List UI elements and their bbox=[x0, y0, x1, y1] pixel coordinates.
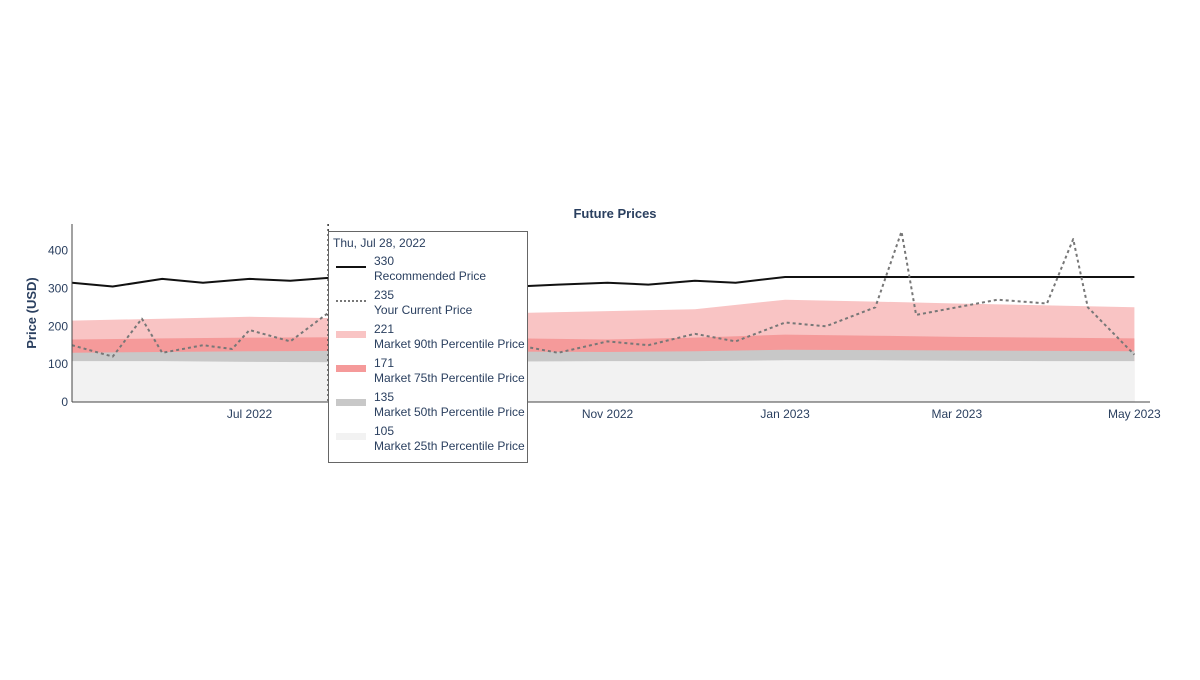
tooltip-series-name: Market 50th Percentile Price bbox=[374, 405, 525, 419]
x-tick-label: Nov 2022 bbox=[582, 407, 634, 421]
current-price-line bbox=[71, 230, 1136, 358]
tooltip-value: 221 bbox=[374, 322, 395, 336]
legend-swatch-p50 bbox=[336, 399, 366, 406]
tooltip-series-name: Market 25th Percentile Price bbox=[374, 439, 525, 453]
recommended-price-line bbox=[71, 276, 1135, 288]
tooltip-row-current: 235 Your Current Price bbox=[333, 288, 523, 322]
tooltip-value: 105 bbox=[374, 424, 395, 438]
band-4 bbox=[72, 360, 1135, 402]
legend-swatch-current bbox=[336, 300, 366, 302]
tooltip-value: 235 bbox=[374, 288, 395, 302]
y-tick-label: 100 bbox=[48, 357, 68, 371]
tooltip-row-recommended: 330 Recommended Price bbox=[333, 254, 523, 288]
chart-title: Future Prices bbox=[573, 206, 656, 221]
tooltip-row-p50: 135 Market 50th Percentile Price bbox=[333, 390, 525, 424]
y-tick-label: 0 bbox=[61, 395, 68, 409]
legend-swatch-p25 bbox=[336, 433, 366, 440]
tooltip-series-name: Your Current Price bbox=[374, 303, 473, 317]
legend-swatch-recommended bbox=[336, 266, 366, 268]
y-axis-title: Price (USD) bbox=[24, 277, 39, 349]
y-tick-label: 300 bbox=[48, 281, 68, 295]
tooltip-row-p90: 221 Market 90th Percentile Price bbox=[333, 322, 525, 356]
x-tick-label: Jul 2022 bbox=[227, 407, 273, 421]
x-tick-label: Mar 2023 bbox=[931, 407, 982, 421]
legend-swatch-p75 bbox=[336, 365, 366, 372]
y-axis-ticks: 0 100 200 300 400 bbox=[48, 244, 68, 409]
y-tick-label: 400 bbox=[48, 244, 68, 258]
percentile-bands bbox=[72, 299, 1135, 402]
tooltip-series-name: Market 75th Percentile Price bbox=[374, 371, 525, 385]
price-lines bbox=[71, 230, 1136, 358]
x-tick-label: Jan 2023 bbox=[760, 407, 810, 421]
tooltip-value: 135 bbox=[374, 390, 395, 404]
y-tick-label: 200 bbox=[48, 319, 68, 333]
tooltip-row-p25: 105 Market 25th Percentile Price bbox=[333, 424, 525, 458]
hover-tooltip: Thu, Jul 28, 2022 330 Recommended Price … bbox=[328, 231, 528, 463]
tooltip-series-name: Recommended Price bbox=[374, 269, 487, 283]
tooltip-value: 171 bbox=[374, 356, 395, 370]
x-tick-label: May 2023 bbox=[1108, 407, 1161, 421]
tooltip-series-name: Market 90th Percentile Price bbox=[374, 337, 525, 351]
tooltip-row-p75: 171 Market 75th Percentile Price bbox=[333, 356, 525, 390]
legend-swatch-p90 bbox=[336, 331, 366, 338]
tooltip-value: 330 bbox=[374, 254, 395, 268]
axes bbox=[71, 224, 1150, 403]
tooltip-date: Thu, Jul 28, 2022 bbox=[333, 236, 426, 250]
